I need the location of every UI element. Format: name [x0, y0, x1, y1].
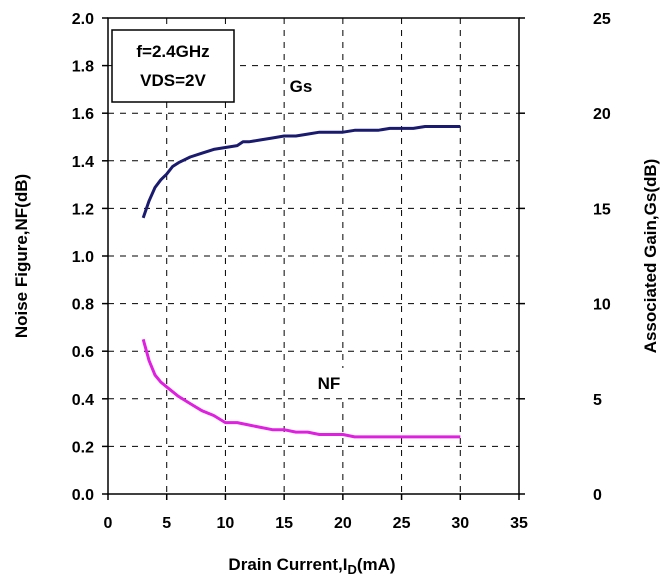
y-left-tick-label: 1.0 — [72, 249, 94, 266]
x-tick-label: 5 — [162, 515, 171, 532]
right-y-axis-title: Associated Gain,Gs(dB) — [641, 159, 660, 354]
y-right-tick-label: 0 — [593, 487, 602, 504]
left-y-axis-ticks: 0.0 0.2 0.4 0.6 0.8 1.0 1.2 1.4 1.6 1.8 2.0 — [72, 11, 108, 504]
y-left-tick-label: 0.2 — [72, 439, 94, 456]
series-lines — [141, 125, 461, 439]
x-axis-title-suffix: (mA) — [357, 555, 396, 574]
x-tick-label: 35 — [510, 515, 528, 532]
y-right-tick-label: 20 — [593, 106, 611, 123]
x-axis-ticks: 0 5 10 15 20 25 30 35 — [104, 494, 528, 532]
series-line-nf — [141, 338, 461, 439]
x-tick-label: 25 — [393, 515, 411, 532]
series-label-gs: Gs — [290, 77, 313, 96]
y-left-tick-label: 1.8 — [72, 59, 94, 76]
series-label-nf: NF — [318, 374, 341, 393]
y-left-tick-label: 1.4 — [72, 154, 94, 171]
condition-frequency: f=2.4GHz — [136, 42, 209, 61]
y-right-tick-label: 25 — [593, 11, 611, 28]
nf-label-background — [306, 368, 368, 398]
x-tick-label: 15 — [275, 515, 293, 532]
condition-vds: VDS=2V — [140, 71, 206, 90]
y-right-tick-label: 5 — [593, 392, 602, 409]
y-left-tick-label: 1.6 — [72, 106, 94, 123]
conditions-box — [111, 29, 235, 103]
y-right-tick-label: 15 — [593, 201, 611, 218]
y-left-tick-label: 1.2 — [72, 201, 94, 218]
left-y-axis-title: Noise Figure,NF(dB) — [12, 174, 31, 338]
x-tick-label: 20 — [334, 515, 352, 532]
series-line-gs — [141, 125, 461, 219]
x-tick-label: 10 — [217, 515, 235, 532]
gridlines — [108, 18, 519, 494]
right-y-axis-ticks: 0 5 10 15 20 25 — [519, 11, 611, 504]
y-left-tick-label: 0.4 — [72, 392, 94, 409]
y-right-tick-label: 10 — [593, 297, 611, 314]
y-left-tick-label: 0.6 — [72, 344, 94, 361]
y-left-tick-label: 2.0 — [72, 11, 94, 28]
x-tick-label: 30 — [451, 515, 469, 532]
x-axis-title-subscript: D — [347, 562, 356, 577]
y-left-tick-label: 0.8 — [72, 297, 94, 314]
x-tick-label: 0 — [104, 515, 113, 532]
y-left-tick-label: 0.0 — [72, 487, 94, 504]
x-axis-title: Drain Current,ID(mA) — [228, 555, 395, 577]
